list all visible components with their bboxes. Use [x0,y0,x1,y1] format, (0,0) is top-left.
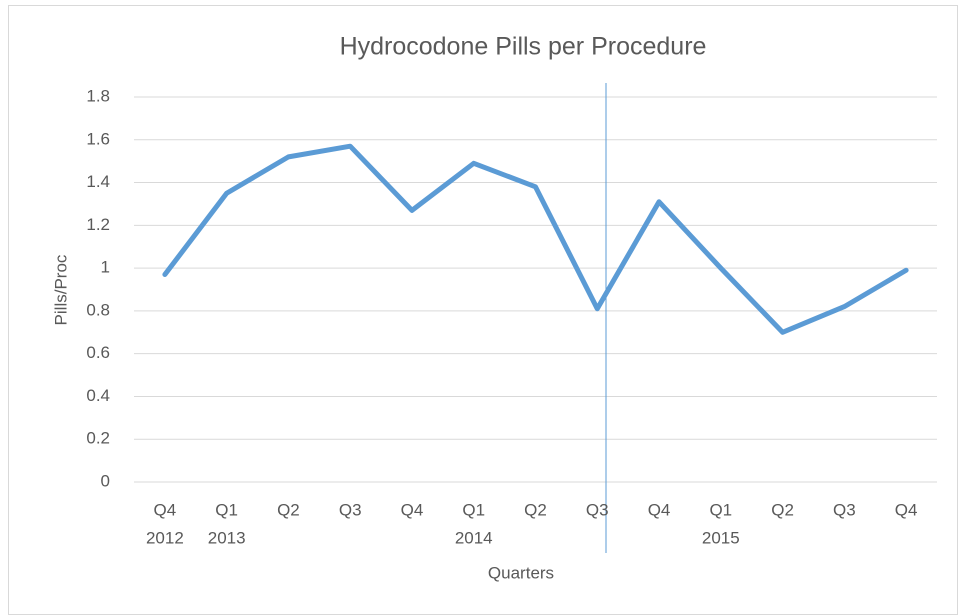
y-tick-label: 1.4 [86,172,110,191]
x-tick-label: Q4 [401,500,424,519]
y-tick-label: 1.2 [86,215,110,234]
y-tick-label: 0.2 [86,429,110,448]
y-tick-label: 1 [101,258,110,277]
x-tick-label: Q4 [154,500,177,519]
x-tick-label: Q1 [709,500,732,519]
x-tick-label: Q3 [586,500,609,519]
x-tick-year-label: 2012 [146,528,184,547]
x-tick-year-label: 2015 [702,528,740,547]
y-tick-label: 0.6 [86,343,110,362]
x-tick-label: Q4 [895,500,918,519]
y-tick-label: 0.4 [86,386,110,405]
chart-border [8,5,958,615]
x-tick-label: Q2 [771,500,794,519]
x-tick-label: Q3 [339,500,362,519]
x-tick-year-label: 2013 [208,528,246,547]
x-tick-label: Q1 [215,500,238,519]
y-tick-label: 1.6 [86,129,110,148]
x-tick-label: Q4 [648,500,671,519]
y-axis-label: Pills/Proc [51,254,70,325]
data-line [162,143,909,335]
chart-title: Hydrocodone Pills per Procedure [340,33,707,61]
grid [134,96,937,483]
x-tick-label: Q2 [524,500,547,519]
x-tick-label: Q2 [277,500,300,519]
x-tick-year-label: 2014 [455,528,493,547]
y-tick-label: 1.8 [86,86,110,105]
x-tick-label: Q1 [462,500,485,519]
x-axis-label: Quarters [488,563,554,582]
y-tick-label: 0.8 [86,300,110,319]
y-tick-label: 0 [101,471,110,490]
x-tick-label: Q3 [833,500,856,519]
